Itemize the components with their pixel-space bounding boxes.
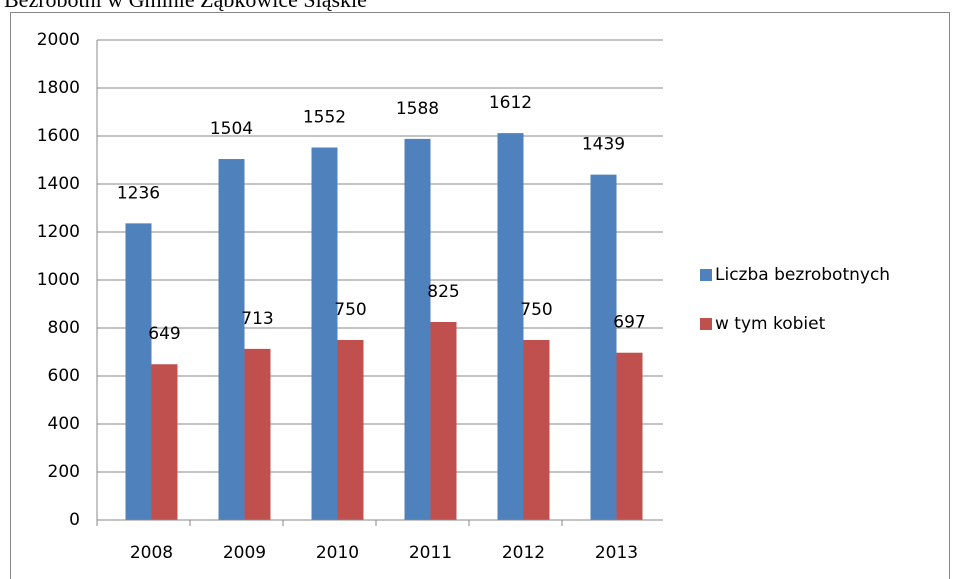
- x-tick-label: 2010: [316, 543, 359, 563]
- x-tick-label: 2008: [130, 543, 173, 563]
- data-label: 713: [241, 309, 273, 329]
- bar: [151, 364, 178, 520]
- data-label: 750: [334, 300, 366, 320]
- y-tick-label: 1400: [37, 174, 80, 194]
- data-label: 750: [520, 300, 552, 320]
- data-label: 649: [148, 324, 180, 344]
- y-tick-label: 800: [48, 318, 80, 338]
- bar: [590, 174, 617, 520]
- bar: [497, 133, 524, 520]
- y-tick-label: 1000: [37, 270, 80, 290]
- chart-title: Bezrobotni w Gminie Ząbkowice Śląskie: [4, 0, 367, 12]
- bar: [311, 147, 338, 520]
- legend-swatch: [700, 318, 712, 330]
- x-tick-label: 2009: [223, 543, 266, 563]
- bar: [404, 138, 431, 520]
- y-tick-label: 600: [48, 366, 80, 386]
- data-label: 1236: [117, 183, 160, 203]
- x-tick-label: 2012: [502, 543, 545, 563]
- y-tick-label: 1800: [37, 78, 80, 98]
- data-label: 1504: [210, 119, 253, 139]
- data-label: 1612: [489, 93, 532, 113]
- bar: [337, 340, 364, 520]
- bar: [125, 223, 152, 521]
- y-tick-label: 200: [48, 462, 80, 482]
- bar: [430, 322, 457, 520]
- data-label: 1552: [303, 108, 346, 128]
- y-tick-label: 2000: [37, 30, 80, 50]
- bar: [616, 352, 643, 520]
- y-tick-label: 1200: [37, 222, 80, 242]
- y-tick-label: 0: [69, 510, 80, 530]
- data-label: 825: [427, 282, 459, 302]
- legend-swatch: [700, 269, 712, 281]
- y-tick-label: 1600: [37, 126, 80, 146]
- bar: [523, 340, 550, 520]
- bar: [244, 348, 271, 520]
- legend-label: Liczba bezrobotnych: [715, 265, 890, 285]
- data-label: 1439: [582, 135, 625, 155]
- data-label: 1588: [396, 99, 439, 119]
- x-tick-label: 2011: [409, 543, 452, 563]
- x-tick-label: 2013: [595, 543, 638, 563]
- bar: [218, 159, 245, 521]
- legend-label: w tym kobiet: [715, 314, 826, 334]
- y-tick-label: 400: [48, 414, 80, 434]
- chart-border: [10, 12, 950, 579]
- data-label: 697: [613, 313, 645, 333]
